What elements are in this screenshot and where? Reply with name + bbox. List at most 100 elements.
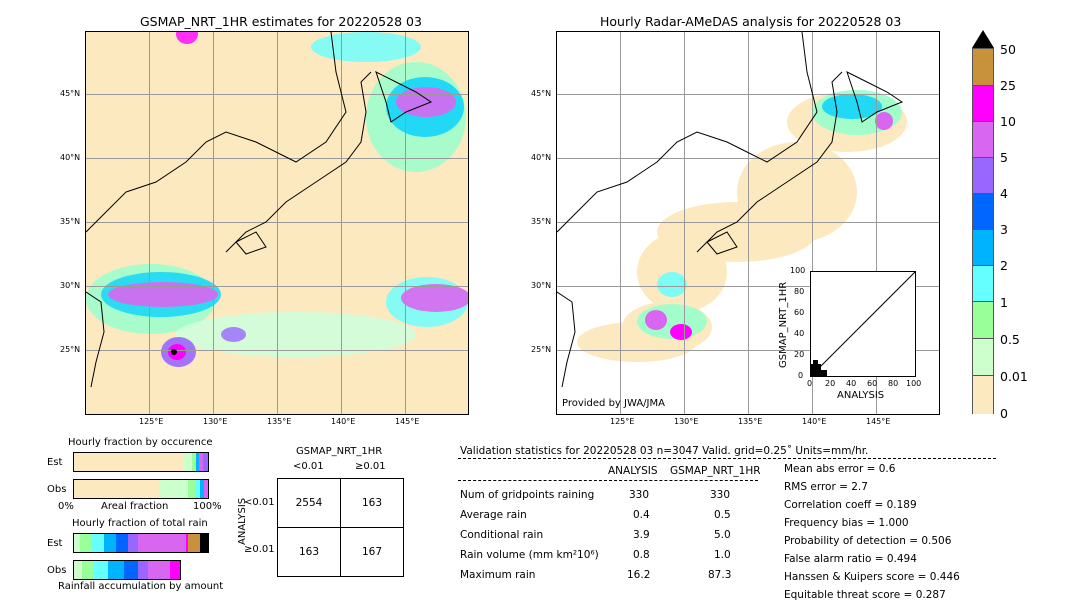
validation-header: Validation statistics for 20220528 03 n=… <box>460 445 869 457</box>
validation-row-analysis: 0.4 <box>633 509 650 521</box>
contingency-row2: ≥0.01 <box>244 544 275 555</box>
lon-label: 125°E <box>610 417 635 426</box>
rain-area <box>311 32 421 62</box>
rain-area <box>221 327 246 342</box>
validation-score: Hanssen & Kuipers score = 0.446 <box>784 571 960 583</box>
scatter-ytick: 40 <box>794 329 805 338</box>
colorbar-label: 1 <box>1000 295 1008 310</box>
lat-label: 25°N <box>60 345 81 354</box>
rain-area <box>875 112 893 130</box>
rain-area <box>657 272 687 297</box>
scatter-ytick: 20 <box>794 350 805 359</box>
total-rain-bar-est <box>73 533 209 553</box>
rain-area <box>176 312 416 357</box>
colorbar-seg <box>973 49 993 85</box>
scatter-ytick: 80 <box>794 287 805 296</box>
colorbar-label: 2 <box>1000 258 1008 273</box>
colorbar-label: 0.01 <box>1000 369 1028 384</box>
scatter-ytick: 0 <box>798 371 804 380</box>
left-coastline <box>86 32 433 388</box>
validation-row-label: Conditional rain <box>460 529 544 541</box>
radar-coverage <box>637 232 727 312</box>
colorbar-label: 50 <box>1000 42 1016 57</box>
lon-label: 135°E <box>738 417 763 426</box>
occurrence-axis-mid: Areal fraction <box>101 501 169 512</box>
contingency-col1: <0.01 <box>293 461 324 472</box>
scatter-ytick: 60 <box>794 308 805 317</box>
total-rain-row-obs: Obs <box>47 565 67 576</box>
lon-label: 140°E <box>802 417 827 426</box>
colorbar-label: 4 <box>1000 186 1008 201</box>
colorbar-arrow <box>972 30 994 48</box>
colorbar <box>972 30 994 414</box>
validation-row-analysis: 16.2 <box>627 569 651 581</box>
validation-score: RMS error = 2.7 <box>784 481 868 493</box>
lat-label: 40°N <box>531 153 552 162</box>
validation-score: Frequency bias = 1.000 <box>784 517 909 529</box>
validation-row-label: Maximum rain <box>460 569 536 581</box>
lat-label: 40°N <box>60 153 81 162</box>
contingency-cell: 2554 <box>277 478 341 528</box>
validation-row-gsmap: 330 <box>710 489 731 501</box>
colorbar-seg <box>973 338 993 376</box>
occurrence-row-est: Est <box>47 457 63 468</box>
scatter-inset <box>810 271 916 377</box>
scatter-ytick: 100 <box>790 266 806 275</box>
total-rain-footer: Rainfall accumulation by amount <box>58 581 224 592</box>
lat-label: 25°N <box>531 345 552 354</box>
validation-score: Probability of detection = 0.506 <box>784 535 952 547</box>
validation-score: Correlation coeff = 0.189 <box>784 499 917 511</box>
validation-score: Mean abs error = 0.6 <box>784 463 896 475</box>
lat-label: 45°N <box>60 89 81 98</box>
rain-area <box>401 284 468 312</box>
validation-divider <box>458 480 758 481</box>
contingency-header: GSMAP_NRT_1HR <box>296 446 383 457</box>
total-rain-bar-obs <box>73 560 181 580</box>
colorbar-seg <box>973 375 993 414</box>
scatter-xtick: 40 <box>846 379 857 388</box>
occurrence-axis-right: 100% <box>193 501 222 512</box>
contingency-cell: 163 <box>277 527 341 577</box>
validation-row-gsmap: 0.5 <box>714 509 731 521</box>
left-map-title: GSMAP_NRT_1HR estimates for 20220528 03 <box>140 14 422 29</box>
lon-label: 140°E <box>331 417 356 426</box>
occurrence-bar-est <box>73 452 209 472</box>
contingency-cell: 167 <box>340 527 404 577</box>
lat-label: 30°N <box>531 281 552 290</box>
colorbar-seg <box>973 121 993 158</box>
scatter-ylabel: GSMAP_NRT_1HR <box>778 281 789 368</box>
colorbar-seg <box>973 85 993 122</box>
lat-label: 35°N <box>531 217 552 226</box>
occurrence-row-obs: Obs <box>47 484 67 495</box>
validation-col-analysis: ANALYSIS <box>608 465 658 477</box>
colorbar-label: 25 <box>1000 78 1016 93</box>
validation-row-label: Rain volume (mm km²10⁶) <box>460 549 599 561</box>
lat-label: 30°N <box>60 281 81 290</box>
rain-area <box>645 310 667 330</box>
validation-row-label: Num of gridpoints raining <box>460 489 595 501</box>
lon-label: 125°E <box>139 417 164 426</box>
colorbar-label: 0 <box>1000 406 1008 421</box>
colorbar-seg <box>973 193 993 230</box>
credit-text: Provided by JWA/JMA <box>562 398 665 409</box>
occurrence-title: Hourly fraction by occurence <box>68 437 213 448</box>
contingency-cell: 163 <box>340 478 404 528</box>
validation-row-analysis: 3.9 <box>633 529 650 541</box>
lat-label: 35°N <box>60 217 81 226</box>
contingency-row1: <0.01 <box>244 497 275 508</box>
left-map <box>85 31 469 415</box>
validation-row-analysis: 330 <box>629 489 650 501</box>
validation-score: Equitable threat score = 0.287 <box>784 589 946 601</box>
validation-score: False alarm ratio = 0.494 <box>784 553 917 565</box>
occurrence-axis-left: 0% <box>58 501 74 512</box>
contingency-col2: ≥0.01 <box>355 461 386 472</box>
right-coastline <box>557 32 904 388</box>
right-map-title: Hourly Radar-AMeDAS analysis for 2022052… <box>600 14 902 29</box>
validation-row-gsmap: 1.0 <box>714 549 731 561</box>
scatter-xtick: 0 <box>807 379 813 388</box>
scatter-xtick: 60 <box>867 379 878 388</box>
lon-label: 130°E <box>674 417 699 426</box>
validation-row-label: Average rain <box>460 509 527 521</box>
scatter-xlabel: ANALYSIS <box>837 390 885 401</box>
colorbar-label: 0.5 <box>1000 332 1020 347</box>
